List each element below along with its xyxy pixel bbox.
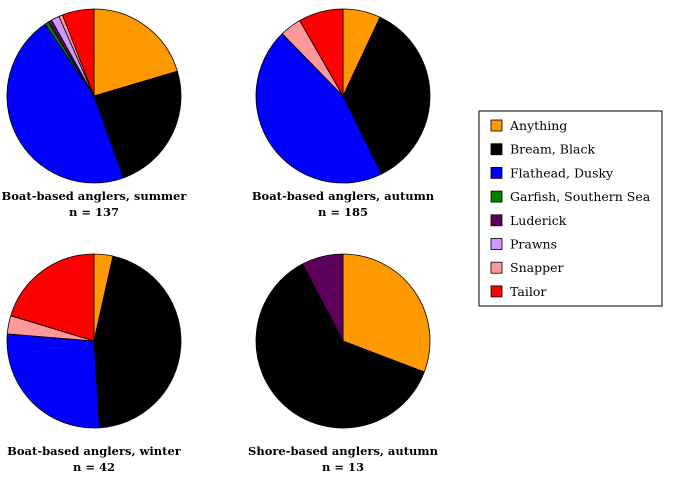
legend: Anything Bream, Black Flathead, Dusky Garfi… (478, 110, 663, 307)
pie-slice-tailor (10, 253, 95, 342)
legend-label: Luderick (510, 213, 567, 228)
legend-swatch (490, 214, 503, 227)
pie-n-summer: n = 137 (69, 205, 119, 219)
pie-boat-based-anglers-winter (6, 253, 182, 429)
legend-label: Garfish, Southern Sea (510, 189, 651, 204)
pie-slice-flathead-dusky (255, 33, 382, 184)
pie-slice-anything (342, 253, 431, 373)
legend-swatch (490, 190, 503, 203)
legend-label: Tailor (510, 284, 546, 299)
pie-n-autumn: n = 185 (318, 205, 368, 219)
legend-swatch (490, 166, 503, 179)
legend-item-garfish-southern-sea: Garfish, Southern Sea (490, 189, 651, 204)
legend-item-flathead-dusky: Flathead, Dusky (490, 165, 614, 180)
pie-slice-bream-black (342, 16, 431, 175)
pie-boat-based-anglers-autumn (255, 8, 431, 184)
pie-slice-flathead-dusky (6, 333, 100, 429)
pie-boat-based-anglers-summer (6, 8, 182, 184)
legend-item-anything: Anything (490, 118, 567, 133)
legend-frame (478, 110, 663, 307)
legend-swatch (490, 261, 503, 274)
pie-slice-flathead-dusky (6, 23, 124, 184)
pie-slice-anything (93, 8, 178, 97)
pie-slice-bream-black (255, 263, 425, 429)
pie-title-summer: Boat-based anglers, summer (2, 189, 188, 203)
legend-label: Snapper (510, 260, 563, 275)
pie-n-winter: n = 42 (73, 460, 115, 474)
legend-swatch (490, 238, 503, 250)
legend-swatch (490, 143, 503, 156)
legend-label: Prawns (510, 237, 557, 252)
legend-item-tailor: Tailor (490, 284, 546, 299)
pies-layer (6, 8, 431, 429)
pie-shore-based-anglers-autumn (255, 253, 431, 429)
legend-items: Anything Bream, Black Flathead, Dusky Garfi… (490, 118, 651, 299)
legend-item-bream-black: Bream, Black (490, 142, 595, 157)
legend-swatch (490, 119, 503, 132)
legend-swatch (490, 285, 503, 298)
pie-title-shore-autumn: Shore-based anglers, autumn (248, 444, 439, 458)
captions-layer: Boat-based anglers, summer n = 137 Boat-… (2, 189, 439, 474)
legend-label: Bream, Black (510, 142, 595, 157)
pie-slice-tailor (62, 8, 95, 97)
legend-label: Anything (509, 118, 567, 133)
pie-slice-tailor (299, 8, 344, 97)
legend-label: Flathead, Dusky (510, 165, 614, 180)
pie-title-autumn: Boat-based anglers, autumn (252, 189, 435, 203)
legend-item-prawns: Prawns (490, 237, 557, 252)
pie-title-winter: Boat-based anglers, winter (7, 444, 182, 458)
pie-n-shore-autumn: n = 13 (322, 460, 364, 474)
legend-item-luderick: Luderick (490, 213, 567, 228)
pie-slice-luderick (302, 253, 344, 342)
pie-slice-bream-black (93, 70, 182, 179)
legend-item-snapper: Snapper (490, 260, 563, 275)
pie-slice-bream-black (93, 255, 182, 429)
